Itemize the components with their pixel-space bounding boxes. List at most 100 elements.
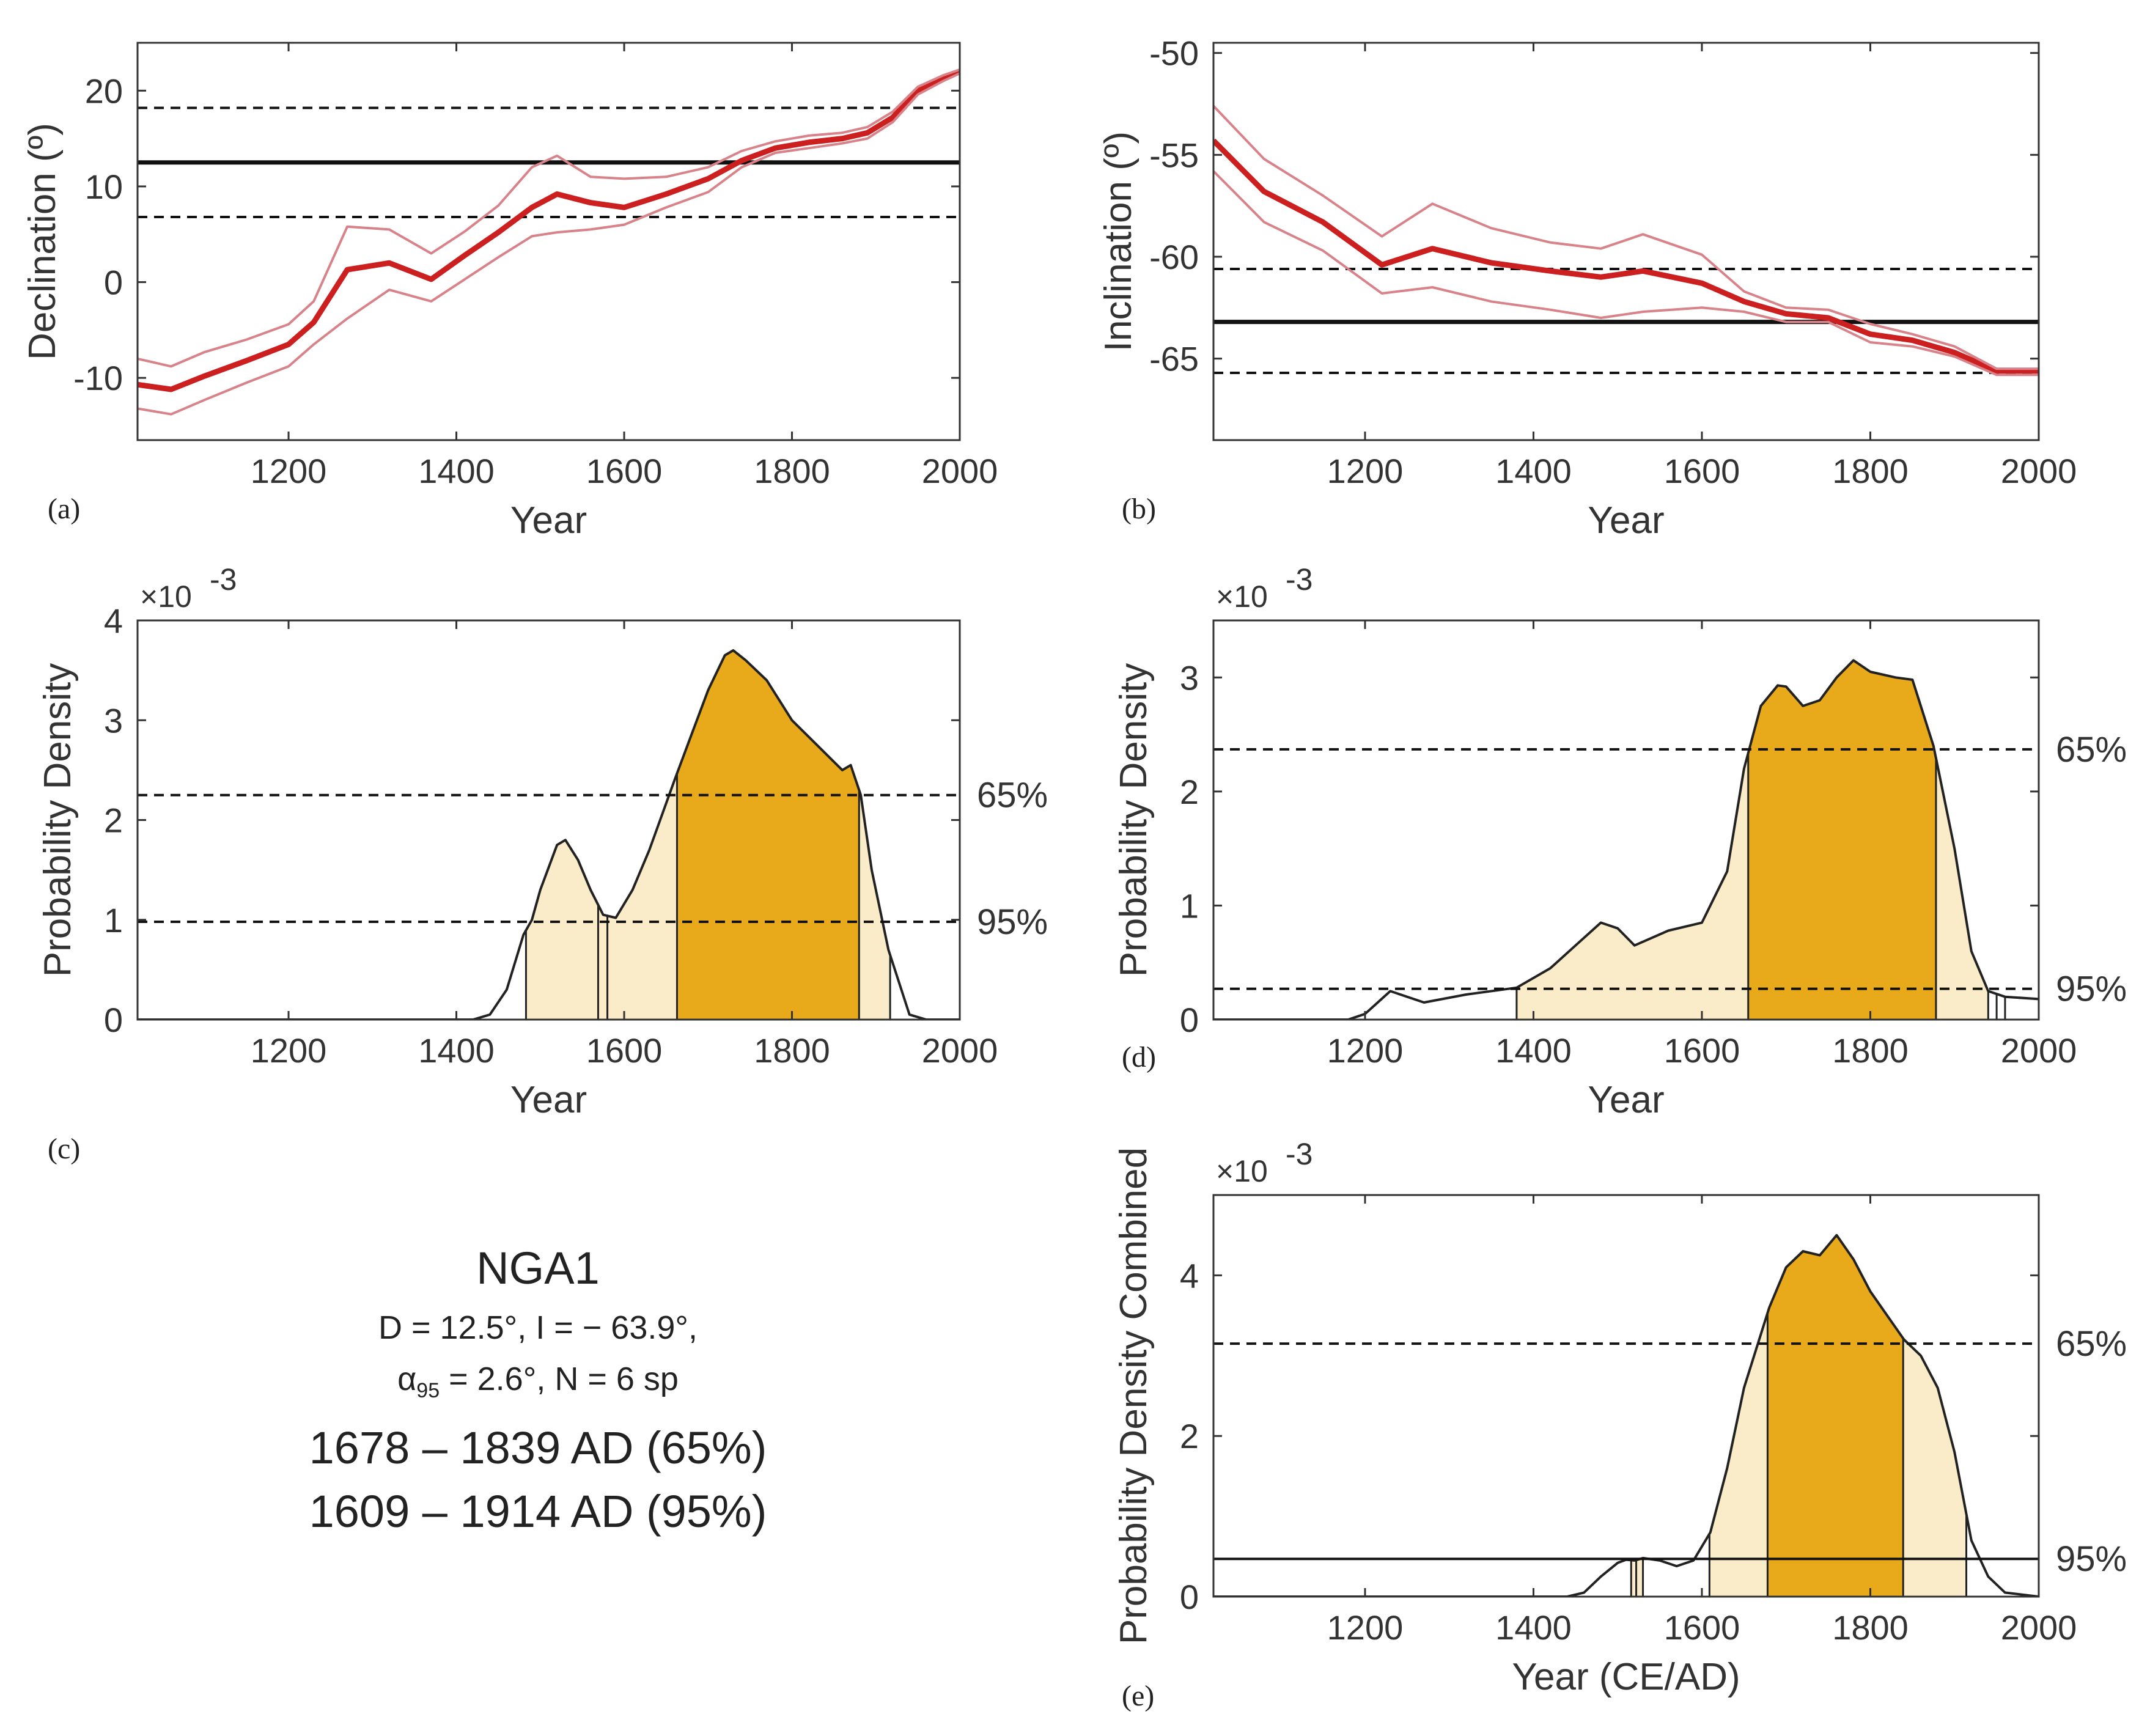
threshold-label-c-0: 65% — [977, 776, 1048, 815]
alpha-rest: = 2.6°, N = 6 sp — [440, 1361, 679, 1397]
alpha-params: α95 = 2.6°, N = 6 sp — [232, 1353, 844, 1416]
x-tick-label-d-1: 1400 — [1495, 1031, 1572, 1070]
y-tick-label-a-0: -10 — [73, 359, 123, 397]
axes-box-e — [1212, 1194, 2040, 1598]
density-curve-c — [138, 649, 960, 1020]
y-tick-label-d-2: 2 — [1180, 773, 1199, 811]
exponent-label-e: ×10 — [1216, 1154, 1268, 1188]
threshold-label-e-0: 65% — [2056, 1324, 2127, 1364]
plot-area-b — [1213, 105, 2039, 377]
y-tick-label-c-0: 0 — [104, 1001, 123, 1039]
series-mean-a — [138, 68, 960, 392]
region-65-e-0 — [1767, 1235, 1904, 1597]
panel-label-c: (c) — [48, 1133, 80, 1165]
y-tick-label-b-2: -55 — [1149, 136, 1199, 174]
plot-area-e — [1213, 1234, 2039, 1597]
y-tick-label-e-1: 2 — [1180, 1417, 1199, 1455]
panel-a: 1200 1400 1600 1800 2000 -10 0 10 20 Year Declinat… — [21, 42, 998, 542]
y-tick-label-b-3: -50 — [1149, 34, 1199, 73]
exponent-label-d: ×10 — [1216, 579, 1268, 614]
x-tick-label-c-1: 1400 — [418, 1031, 495, 1070]
x-tick-label-b-2: 1600 — [1664, 452, 1740, 490]
x-tick-label-d-2: 1600 — [1664, 1031, 1740, 1070]
y-tick-label-c-1: 1 — [104, 901, 123, 940]
x-tick-label-e-3: 1800 — [1832, 1608, 1909, 1647]
alpha-subscript: 95 — [416, 1378, 440, 1402]
y-tick-label-a-3: 20 — [85, 72, 123, 110]
x-tick-label-a-1: 1400 — [418, 452, 495, 490]
axes-box-b — [1212, 42, 2040, 441]
x-tick-label-e-2: 1600 — [1664, 1608, 1740, 1647]
y-tick-label-d-1: 1 — [1180, 886, 1199, 925]
x-tick-label-a-4: 2000 — [922, 452, 998, 490]
y-tick-label-c-3: 3 — [104, 701, 123, 740]
density-curve-d — [1213, 659, 2039, 1020]
panel-label-e: (e) — [1122, 1680, 1154, 1712]
y-tick-label-c-4: 4 — [104, 601, 123, 640]
x-axis-label-c: Year — [510, 1079, 587, 1121]
range-95: 1609 – 1914 AD (95%) — [309, 1485, 767, 1537]
x-tick-label-e-4: 2000 — [2001, 1608, 2077, 1647]
x-tick-label-d-4: 2000 — [2001, 1031, 2077, 1070]
region-65-c-0 — [677, 650, 860, 1020]
y-tick-label-d-3: 3 — [1180, 658, 1199, 697]
range-65: 1678 – 1839 AD (65%) — [309, 1422, 767, 1473]
y-axis-label-c: Probability Density — [37, 663, 79, 977]
axes-box-a — [136, 42, 961, 441]
panel-label-a: (a) — [48, 493, 80, 525]
x-tick-label-e-1: 1400 — [1495, 1608, 1572, 1647]
series-upper-b — [1213, 105, 2039, 370]
threshold-label-e-1: 95% — [2056, 1539, 2127, 1579]
y-axis-label-b: Inclination (º) — [1097, 131, 1139, 351]
x-tick-label-d-0: 1200 — [1327, 1031, 1404, 1070]
x-tick-label-a-0: 1200 — [251, 452, 327, 490]
x-axis-label-b: Year — [1588, 499, 1664, 542]
y-tick-label-c-2: 2 — [104, 801, 123, 840]
threshold-label-d-0: 65% — [2056, 730, 2127, 770]
y-tick-label-a-1: 0 — [104, 263, 123, 302]
x-tick-label-c-4: 2000 — [922, 1031, 998, 1070]
alpha-symbol: α — [397, 1361, 417, 1397]
panel-label-d: (d) — [1122, 1041, 1156, 1073]
exponent-power-c: -3 — [210, 562, 237, 597]
plot-area-c — [138, 649, 960, 1020]
series-lower-b — [1213, 170, 2039, 377]
y-tick-label-b-0: -65 — [1149, 340, 1199, 378]
x-axis-label-d: Year — [1588, 1079, 1664, 1121]
x-tick-label-c-0: 1200 — [251, 1031, 327, 1070]
threshold-label-d-1: 95% — [2056, 969, 2127, 1009]
series-upper-a — [138, 68, 960, 368]
x-tick-label-e-0: 1200 — [1327, 1608, 1404, 1647]
series-mean-b — [1213, 138, 2039, 374]
x-tick-label-c-3: 1800 — [754, 1031, 830, 1070]
x-tick-label-b-1: 1400 — [1495, 452, 1572, 490]
series-lower-a — [138, 72, 960, 416]
exponent-label-c: ×10 — [140, 579, 192, 614]
y-axis-label-e: Probability Density Combined — [1113, 1147, 1155, 1644]
panel-c: 65% 95% ×10 -3 1200 1400 1600 1800 2000 0 1 2 3 4 Year… — [37, 562, 1048, 1165]
panel-d: 65% 95% ×10 -3 1200 1400 1600 1800 2000 0 1 2 3 Year P… — [1113, 562, 2127, 1121]
threshold-label-c-1: 95% — [977, 902, 1048, 942]
x-tick-label-b-3: 1800 — [1832, 452, 1909, 490]
x-tick-label-a-2: 1600 — [586, 452, 663, 490]
x-tick-label-a-3: 1800 — [754, 452, 830, 490]
panel-e: 65% 95% ×10 -3 1200 1400 1600 1800 2000 0 2 4 Year (… — [1113, 1137, 2127, 1712]
y-tick-label-d-0: 0 — [1180, 1001, 1199, 1039]
panel-label-b: (b) — [1122, 493, 1156, 525]
sample-name: NGA1 — [476, 1243, 600, 1293]
x-tick-label-d-3: 1800 — [1832, 1031, 1909, 1070]
y-axis-label-d: Probability Density — [1113, 663, 1155, 977]
density-curve-e — [1213, 1234, 2039, 1597]
exponent-power-d: -3 — [1286, 562, 1312, 597]
y-axis-label-a: Declination (º) — [21, 123, 64, 360]
x-tick-label-b-0: 1200 — [1327, 452, 1404, 490]
y-tick-label-e-2: 4 — [1180, 1256, 1199, 1295]
x-axis-label-a: Year — [510, 499, 587, 542]
x-tick-label-c-2: 1600 — [586, 1031, 663, 1070]
plot-area-d — [1213, 659, 2039, 1020]
region-65-d-0 — [1748, 660, 1936, 1020]
x-tick-label-b-4: 2000 — [2001, 452, 2077, 490]
x-axis-label-e: Year (CE/AD) — [1512, 1656, 1740, 1698]
axes-box-d — [1212, 619, 2040, 1021]
